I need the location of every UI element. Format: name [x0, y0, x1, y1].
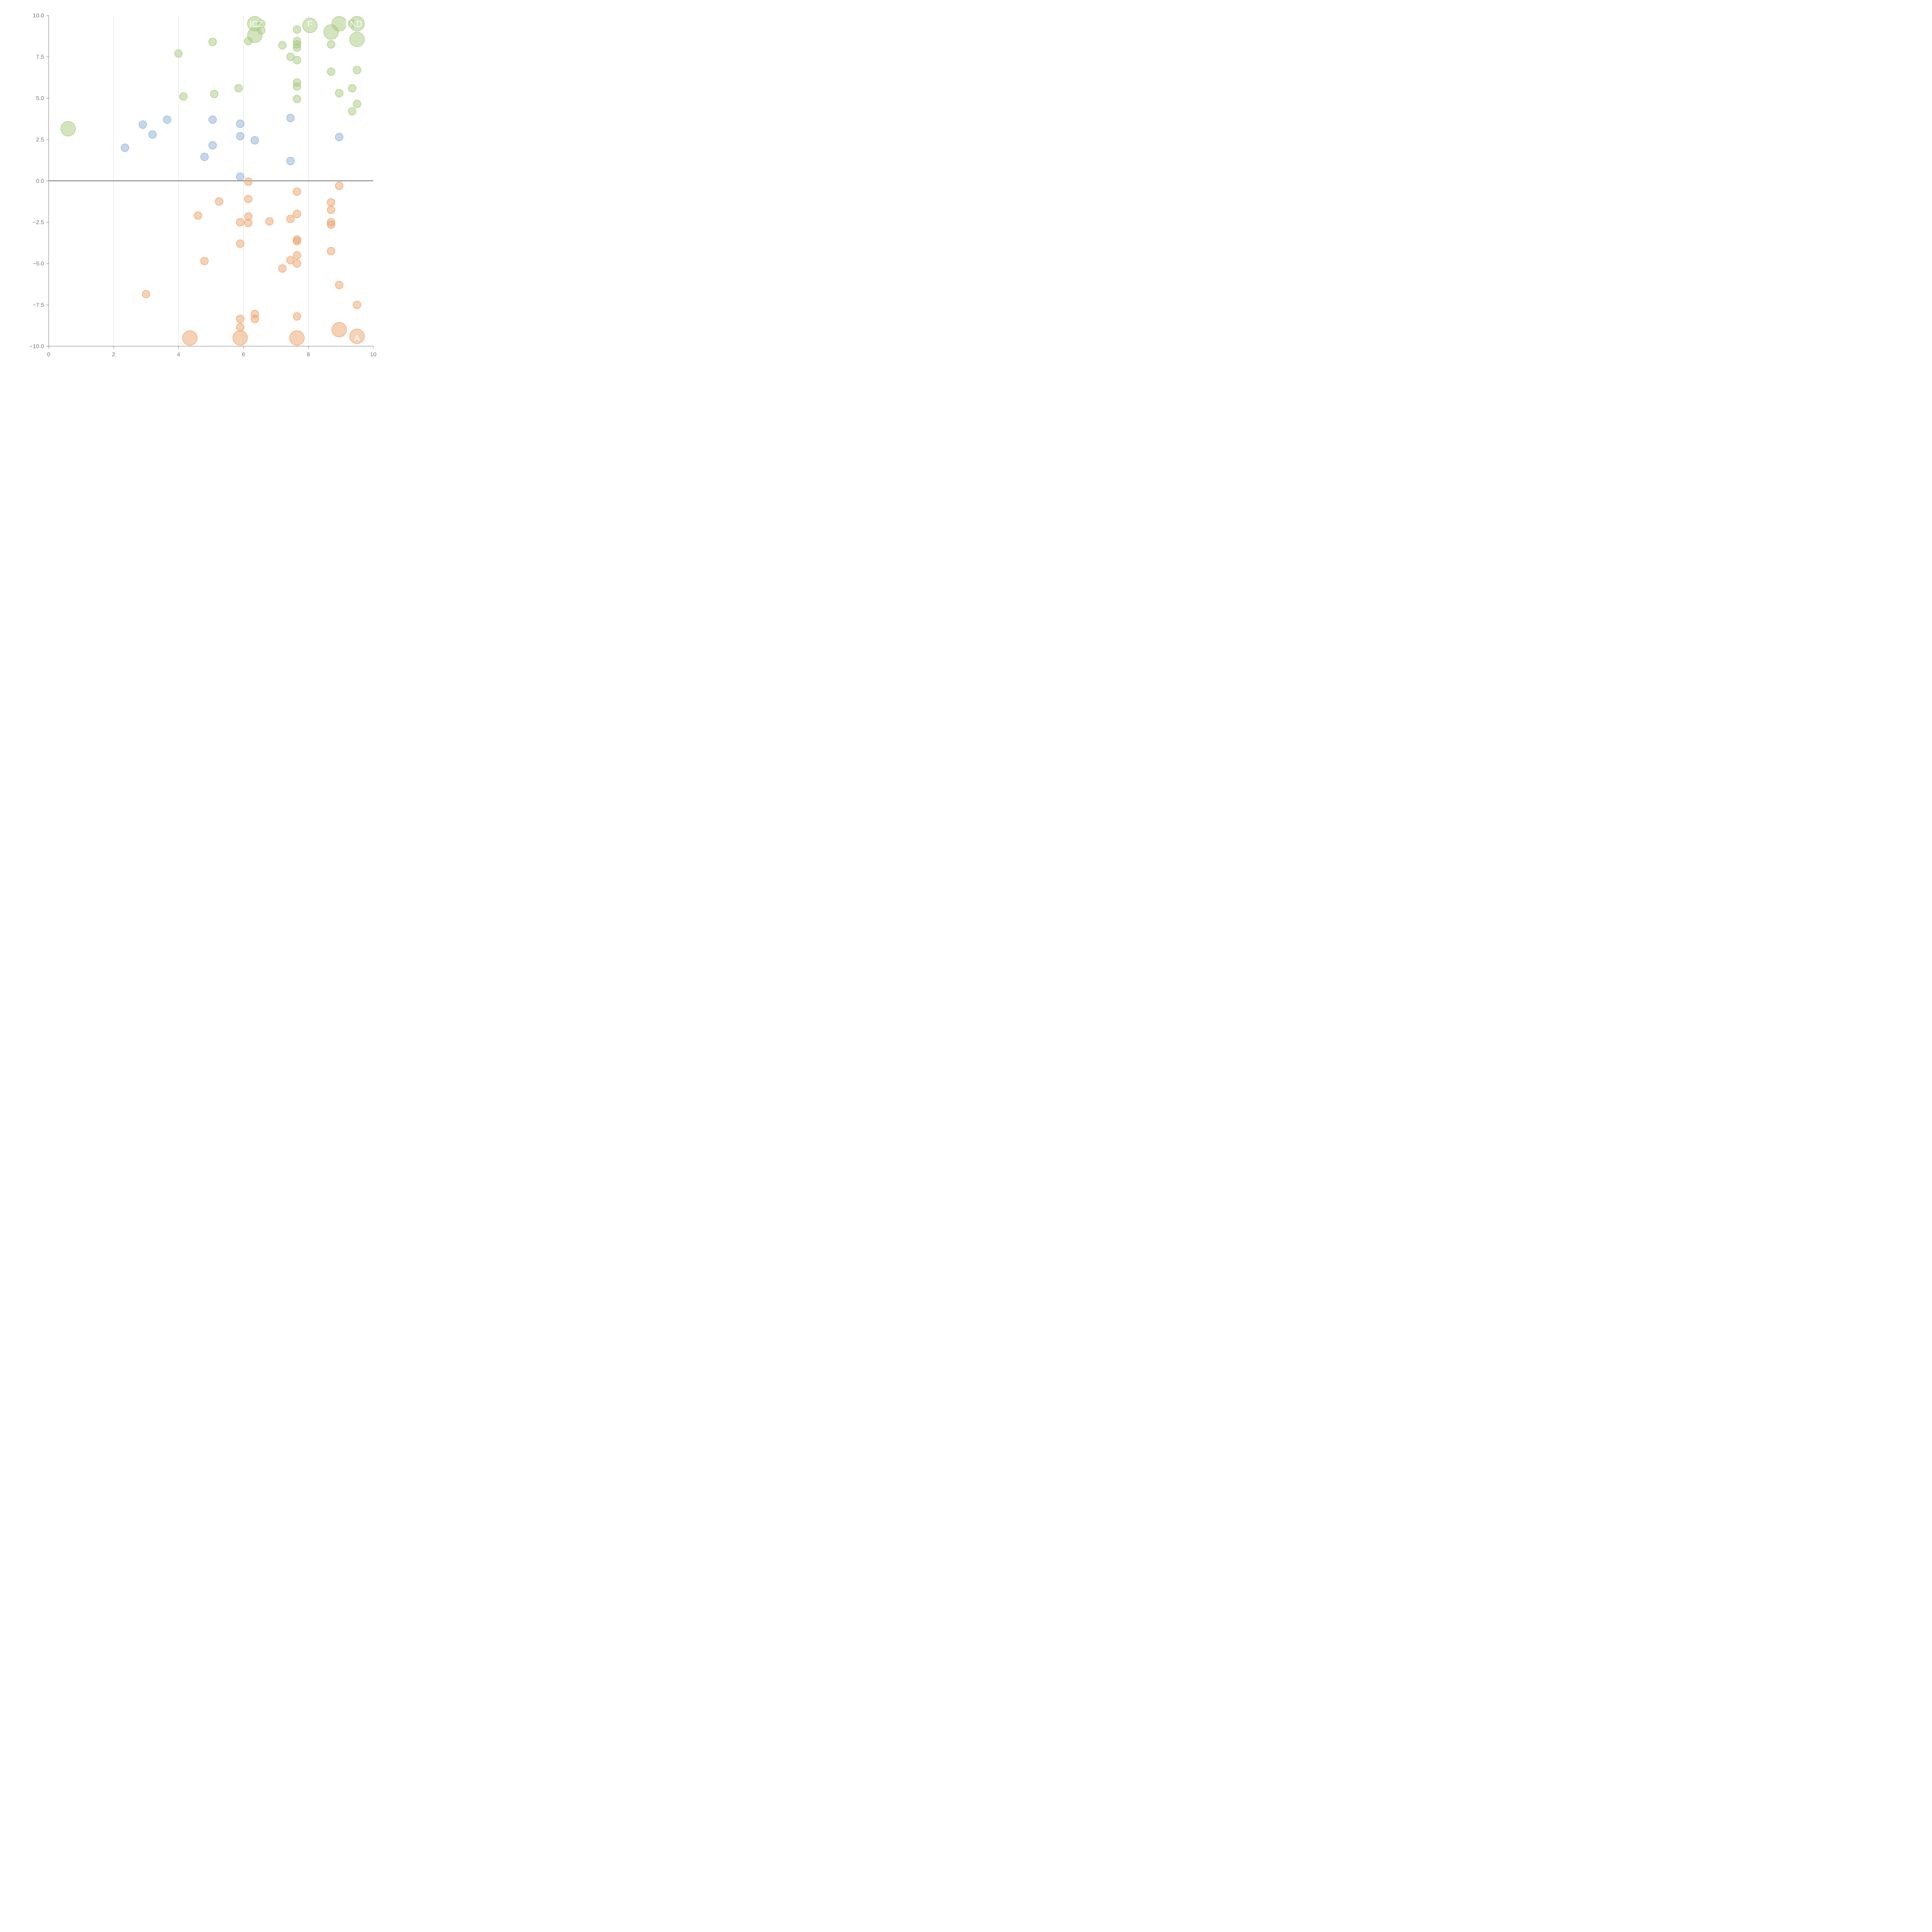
data-point: [286, 114, 295, 122]
y-tick-label: 10.0: [33, 12, 44, 19]
annotation-layer: ICZ F LND A: [250, 19, 362, 343]
data-point: [208, 37, 217, 46]
data-point: [121, 143, 129, 152]
data-point: [250, 136, 259, 145]
x-tick-label: 0: [47, 351, 50, 358]
y-tick-label: −10.0: [29, 343, 44, 350]
data-point: [327, 198, 335, 207]
data-point: [236, 315, 245, 323]
data-point: [353, 100, 361, 108]
data-point: [278, 41, 287, 49]
data-point: [348, 84, 357, 93]
data-point: [289, 330, 305, 346]
data-point: [335, 182, 344, 190]
data-point: [244, 177, 253, 186]
data-point: [60, 121, 76, 136]
y-tick-label: 5.0: [36, 95, 44, 102]
data-point: [335, 281, 344, 289]
data-point: [179, 92, 188, 101]
data-point: [244, 195, 253, 203]
data-point: [293, 56, 301, 65]
data-point: [286, 256, 295, 265]
data-point: [349, 16, 365, 32]
data-point: [327, 40, 335, 49]
data-point: [286, 156, 295, 165]
data-point: [327, 206, 335, 214]
data-point: [148, 130, 157, 139]
data-point: [293, 237, 301, 245]
data-point: [332, 16, 347, 32]
data-point: [265, 217, 274, 226]
data-point: [200, 153, 209, 161]
data-point: [335, 89, 344, 97]
data-point: [208, 115, 217, 124]
data-point: [215, 197, 223, 206]
data-point: [194, 211, 202, 220]
data-point: [293, 187, 301, 196]
data-point: [200, 257, 209, 265]
data-point: [293, 209, 301, 218]
data-point: [286, 214, 295, 223]
data-point: [327, 67, 335, 76]
data-point: [250, 315, 259, 323]
data-point: [182, 330, 198, 346]
data-point: [232, 330, 248, 346]
data-point: [234, 84, 243, 93]
data-point: [293, 25, 301, 34]
x-tick-label: 6: [242, 351, 245, 358]
y-tick-label: −7.5: [32, 302, 44, 308]
data-point: [353, 301, 361, 309]
data-point: [142, 290, 150, 298]
annotation-label: A: [354, 333, 360, 343]
x-tick-label: 4: [177, 351, 180, 358]
data-point: [286, 53, 295, 61]
data-point: [349, 32, 365, 47]
data-point: [208, 141, 217, 150]
data-point: [332, 322, 347, 337]
x-tick-label: 8: [307, 351, 310, 358]
annotation-label: LND: [345, 19, 362, 29]
data-point: [236, 172, 245, 181]
annotation-label: F: [307, 19, 312, 29]
data-point: [138, 120, 147, 129]
data-point: [293, 259, 301, 268]
data-point: [236, 119, 245, 128]
data-point: [236, 218, 245, 226]
bubble-layer: [60, 16, 365, 346]
data-point: [244, 219, 253, 227]
data-point: [163, 115, 172, 124]
chart-container: 0 2 4 6 8 10 −10.0 −7.5 −5.0 −2.5 0.0 2.5 5.0 7.5 10.0…: [0, 0, 386, 386]
data-point: [236, 239, 245, 248]
data-point: [293, 251, 301, 260]
y-tick-label: 0.0: [36, 178, 44, 184]
data-point: [293, 43, 301, 52]
data-point: [353, 66, 361, 74]
bubble-chart: 0 2 4 6 8 10 −10.0 −7.5 −5.0 −2.5 0.0 2.5 5.0 7.5 10.0…: [29, 12, 376, 358]
data-point: [236, 132, 245, 141]
data-point: [293, 312, 301, 321]
data-point: [327, 220, 335, 229]
data-point: [348, 107, 357, 116]
data-point: [236, 323, 245, 332]
data-point: [278, 264, 287, 273]
data-point: [174, 49, 183, 58]
axes-layer: 0 2 4 6 8 10 −10.0 −7.5 −5.0 −2.5 0.0 2.5 5.0 7.5 10.0: [29, 12, 376, 358]
y-tick-label: 7.5: [36, 54, 44, 60]
data-point: [327, 247, 335, 255]
data-point: [335, 133, 344, 141]
x-tick-label: 2: [112, 351, 115, 358]
data-point: [349, 328, 365, 344]
annotation-label: ICZ: [250, 19, 263, 29]
data-point: [293, 95, 301, 103]
data-point: [257, 19, 265, 28]
y-tick-label: 2.5: [36, 136, 44, 143]
data-point: [210, 90, 219, 99]
data-point: [302, 17, 318, 33]
data-point: [293, 82, 301, 91]
y-tick-label: −2.5: [32, 219, 44, 226]
y-tick-label: −5.0: [32, 260, 44, 267]
x-tick-label: 10: [370, 351, 377, 358]
